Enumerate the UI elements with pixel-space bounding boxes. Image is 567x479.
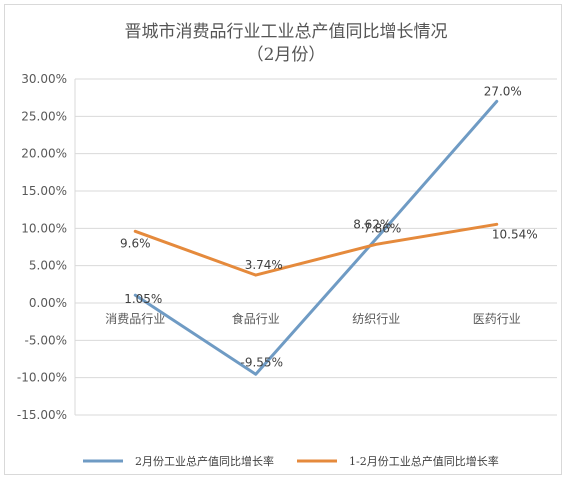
data-label: 27.0% [484, 84, 522, 98]
y-tick-label: -15.00% [17, 408, 67, 422]
chart: 晋城市消费品行业工业总产值同比增长情况 （2月份） 30.00% 25.00% 20… [17, 22, 557, 468]
data-labels: 1.05% -9.55% 8.62% 27.0% 9.6% 3.74% 7.86% 10.54… [120, 84, 538, 369]
series-line-1 [133, 99, 499, 376]
legend-label: 2月份工业总产值同比增长率 [135, 454, 274, 468]
y-tick-label: 10.00% [21, 221, 67, 235]
data-label: 1.05% [124, 292, 162, 306]
x-tick-label: 纺织行业 [352, 312, 400, 326]
data-label: 9.6% [120, 236, 151, 250]
y-tick-label: -10.00% [17, 371, 67, 385]
y-tick-label: 0.00% [29, 296, 67, 310]
x-tick-label: 消费品行业 [105, 312, 165, 326]
chart-frame: 晋城市消费品行业工业总产值同比增长情况 （2月份） 30.00% 25.00% 20… [4, 4, 562, 475]
y-axis: 30.00% 25.00% 20.00% 15.00% 10.00% 5.00% 0.00%… [17, 72, 67, 422]
x-tick-label: 医药行业 [473, 312, 521, 326]
legend: 2月份工业总产值同比增长率 1-2月份工业总产值同比增长率 [83, 454, 499, 468]
x-axis: 消费品行业 食品行业 纺织行业 医药行业 [105, 311, 521, 326]
y-tick-label: 25.00% [21, 109, 67, 123]
series-line-2 [133, 222, 499, 277]
data-label: 3.74% [245, 258, 283, 272]
data-label: 7.86% [363, 221, 401, 235]
x-tick-label: 食品行业 [232, 311, 280, 326]
y-tick-label: 30.00% [21, 72, 67, 86]
data-label: 10.54% [492, 227, 538, 241]
plot-area [133, 99, 499, 376]
data-label: -9.55% [241, 355, 283, 369]
legend-label: 1-2月份工业总产值同比增长率 [349, 454, 499, 468]
chart-title: 晋城市消费品行业工业总产值同比增长情况 [125, 22, 448, 42]
chart-subtitle: （2月份） [247, 45, 326, 65]
y-tick-label: 15.00% [21, 184, 67, 198]
y-tick-label: 20.00% [21, 147, 67, 161]
y-tick-label: -5.00% [25, 333, 67, 347]
grid [74, 78, 557, 416]
data-label: 8.62% [353, 218, 391, 232]
y-tick-label: 5.00% [29, 259, 67, 273]
